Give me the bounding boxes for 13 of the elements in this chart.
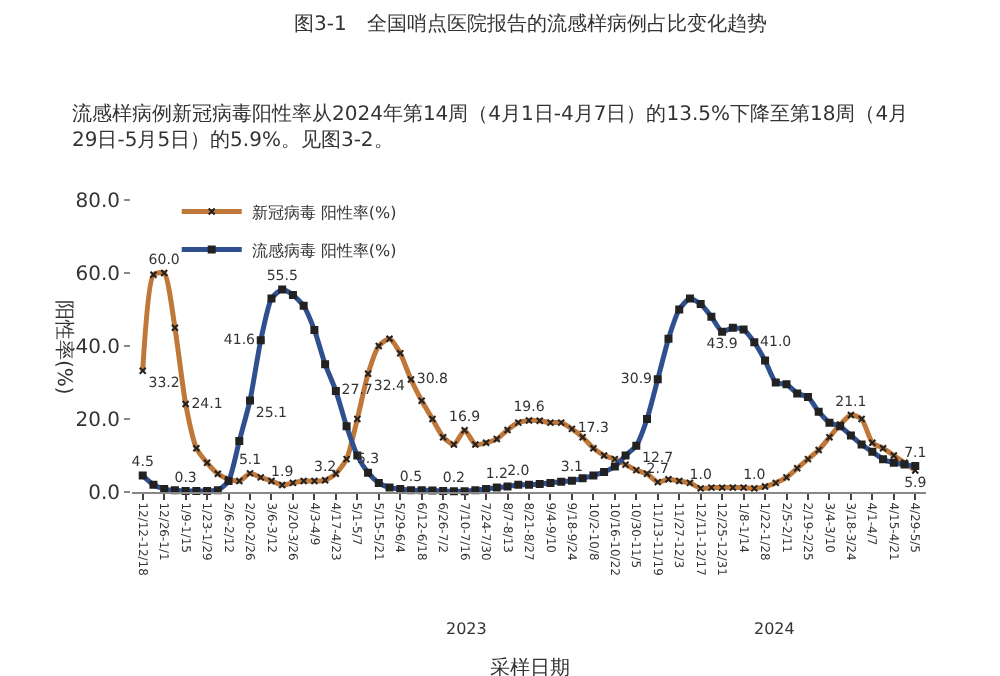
y-tick-label: 60.0 <box>75 264 120 286</box>
legend-label: 新冠病毒 阳性率(%) <box>251 203 397 222</box>
y-axis-title: 阳性率(%) <box>52 300 76 395</box>
text: 2023 <box>446 620 487 638</box>
x-axis-title: 采样日期 <box>490 656 570 676</box>
y-tick-label: 40.0 <box>75 337 120 359</box>
y-tick-label: 20.0 <box>75 410 120 432</box>
chart-title: 图3-1 全国哨点医院报告的流感样病例占比变化趋势 <box>294 12 767 36</box>
text: 2024 <box>754 620 795 638</box>
legend-label: 流感病毒 阳性率(%) <box>251 241 397 260</box>
chart-subtitle: 流感样病例新冠病毒阳性率从2024年第14周（4月1日-4月7日）的13.5%下降至第18周（4月29日-5月5日）的5.9%。见图3-2。 <box>72 102 909 152</box>
y-tick-label: 80.0 <box>75 191 120 213</box>
y-tick-label: 0.0 <box>88 483 120 505</box>
